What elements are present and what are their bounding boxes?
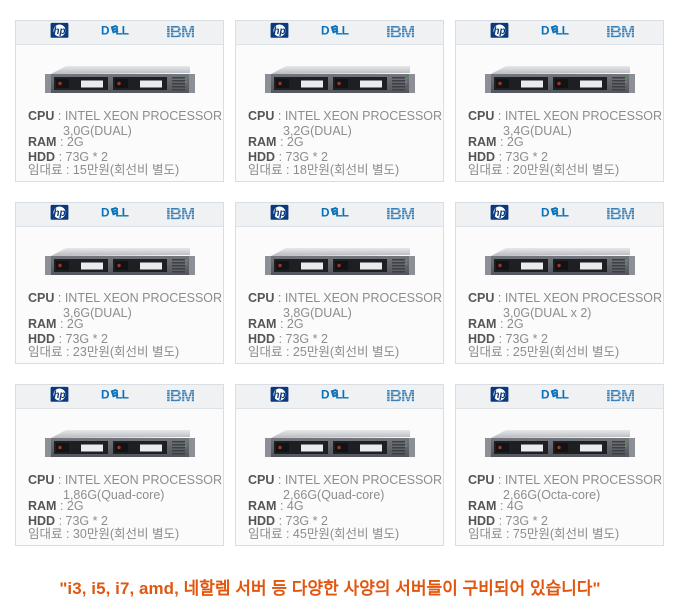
svg-text:hp: hp [53, 389, 65, 400]
svg-text:LL: LL [115, 387, 128, 401]
svg-text:D: D [541, 205, 550, 219]
svg-text:hp: hp [493, 389, 505, 400]
svg-text:LL: LL [335, 387, 348, 401]
svg-text:hp: hp [273, 25, 285, 36]
svg-text:LL: LL [115, 23, 128, 37]
svg-text:LL: LL [555, 23, 568, 37]
svg-text:LL: LL [335, 205, 348, 219]
svg-text:hp: hp [273, 389, 285, 400]
svg-text:D: D [321, 205, 330, 219]
svg-text:D: D [541, 23, 550, 37]
svg-text:LL: LL [555, 387, 568, 401]
svg-text:D: D [321, 23, 330, 37]
svg-text:LL: LL [115, 205, 128, 219]
svg-text:hp: hp [493, 25, 505, 36]
svg-text:D: D [101, 387, 110, 401]
svg-text:LL: LL [555, 205, 568, 219]
svg-text:D: D [541, 387, 550, 401]
svg-text:D: D [321, 387, 330, 401]
svg-text:D: D [101, 23, 110, 37]
svg-text:hp: hp [493, 207, 505, 218]
svg-text:hp: hp [53, 207, 65, 218]
svg-text:hp: hp [273, 207, 285, 218]
svg-text:LL: LL [335, 23, 348, 37]
svg-text:D: D [101, 205, 110, 219]
svg-text:hp: hp [53, 25, 65, 36]
